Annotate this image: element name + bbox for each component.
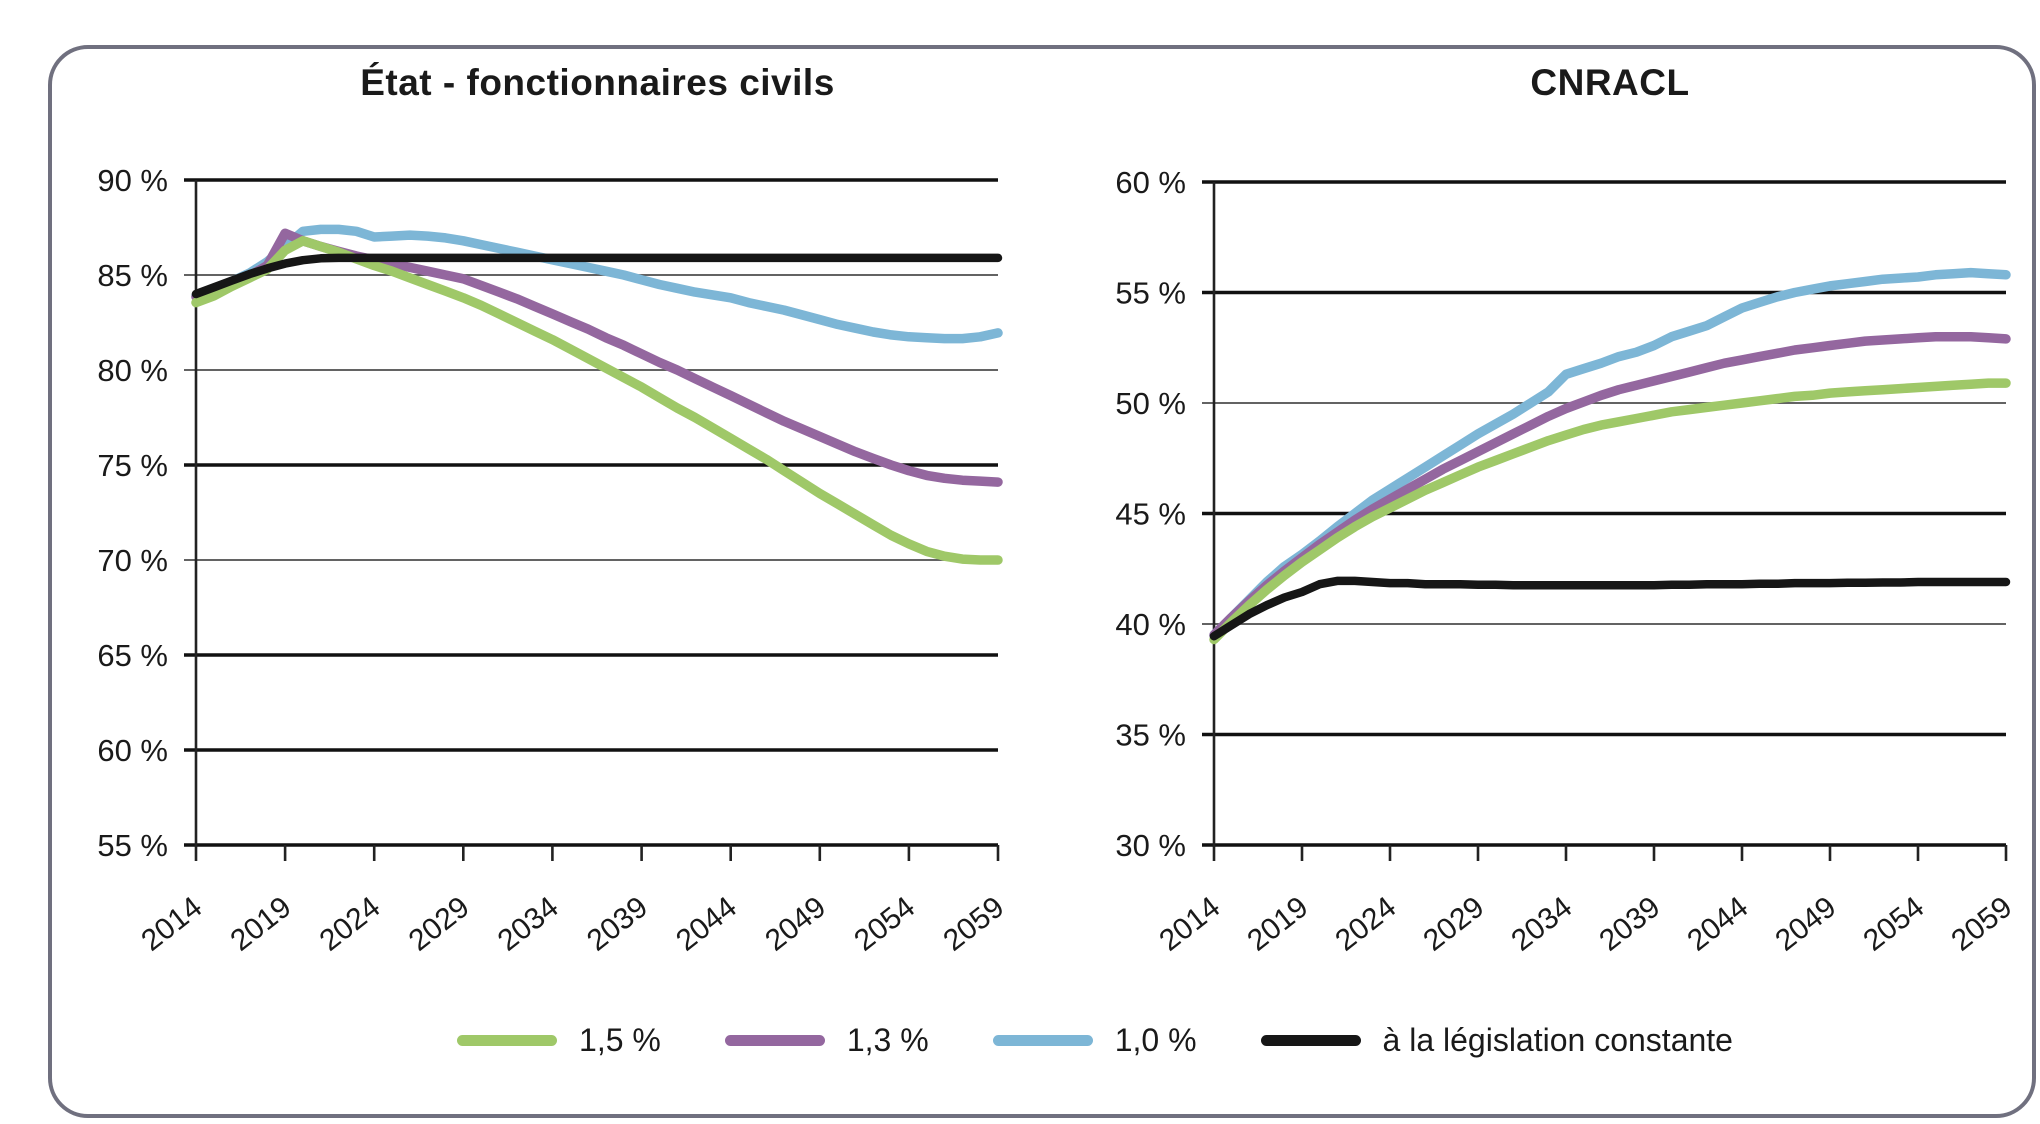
y-axis-label: 85 % xyxy=(97,258,168,293)
right-chart-title: CNRACL xyxy=(1530,62,1690,103)
y-axis-label: 65 % xyxy=(97,638,168,673)
y-axis-label: 60 % xyxy=(97,733,168,768)
y-axis-label: 60 % xyxy=(1115,165,1186,200)
y-axis-label: 40 % xyxy=(1115,607,1186,642)
legend-label-1-0: 1,0 % xyxy=(1114,1022,1197,1058)
y-axis-label: 55 % xyxy=(97,828,168,863)
x-axis-label: 2059 xyxy=(937,891,1010,958)
series-line-0 xyxy=(1209,378,2011,645)
y-axis-label: 80 % xyxy=(97,353,168,388)
legend-swatch-purple xyxy=(724,1035,825,1046)
x-axis-label: 2039 xyxy=(581,891,654,958)
x-axis-label: 2054 xyxy=(848,891,921,958)
x-axis-label: 2029 xyxy=(1417,891,1490,958)
series-line-1 xyxy=(1209,331,2011,640)
x-axis-label: 2034 xyxy=(492,891,565,958)
series-line-2 xyxy=(1209,267,2011,640)
x-axis-label: 2049 xyxy=(1769,891,1842,958)
legend-item-1-3: 1,3 % xyxy=(724,1022,929,1059)
legend-label-1-5: 1,5 % xyxy=(579,1022,661,1058)
x-axis-label: 2054 xyxy=(1857,891,1930,958)
y-axis-label: 55 % xyxy=(1115,276,1186,311)
legend-swatch-blue xyxy=(992,1035,1093,1046)
x-axis-label: 2044 xyxy=(1681,891,1754,958)
legend-label-legislation-constante: à la législation constante xyxy=(1382,1022,1733,1058)
series-line-2 xyxy=(191,224,1003,344)
x-axis-label: 2059 xyxy=(1945,891,2018,958)
x-axis-label: 2029 xyxy=(403,891,476,958)
y-axis-label: 75 % xyxy=(97,448,168,483)
y-axis-label: 90 % xyxy=(97,163,168,198)
x-axis-label: 2039 xyxy=(1593,891,1666,958)
y-axis-label: 30 % xyxy=(1115,828,1186,863)
x-axis-label: 2034 xyxy=(1505,891,1578,958)
legend-item-1-0: 1,0 % xyxy=(992,1022,1197,1059)
x-axis-label: 2019 xyxy=(1241,891,1314,958)
x-axis-label: 2044 xyxy=(670,891,743,958)
x-axis-label: 2019 xyxy=(224,891,297,958)
legend-swatch-green xyxy=(457,1035,558,1046)
series-line-3 xyxy=(1209,576,2011,641)
x-axis-label: 2024 xyxy=(1329,891,1402,958)
legend-label-1-3: 1,3 % xyxy=(846,1022,929,1058)
legend-item-legislation-constante: à la législation constante xyxy=(1260,1022,1733,1059)
x-axis-label: 2024 xyxy=(314,891,387,958)
x-axis-label: 2014 xyxy=(135,891,208,958)
series-line-3 xyxy=(191,253,1003,299)
x-axis-label: 2014 xyxy=(1153,891,1226,958)
y-axis-label: 45 % xyxy=(1115,497,1186,532)
x-axis-label: 2049 xyxy=(759,891,832,958)
legend-swatch-black xyxy=(1260,1035,1361,1046)
series-line-0 xyxy=(191,236,1003,565)
panel-frame xyxy=(48,45,2036,1118)
y-axis-label: 70 % xyxy=(97,543,168,578)
left-chart-title: État - fonctionnaires civils xyxy=(360,62,835,103)
legend-item-1-5: 1,5 % xyxy=(457,1022,661,1059)
legend: 1,5 % 1,3 % 1,0 % à la législation const… xyxy=(75,1022,2040,1059)
y-axis-label: 50 % xyxy=(1115,386,1186,421)
y-axis-label: 35 % xyxy=(1115,718,1186,753)
